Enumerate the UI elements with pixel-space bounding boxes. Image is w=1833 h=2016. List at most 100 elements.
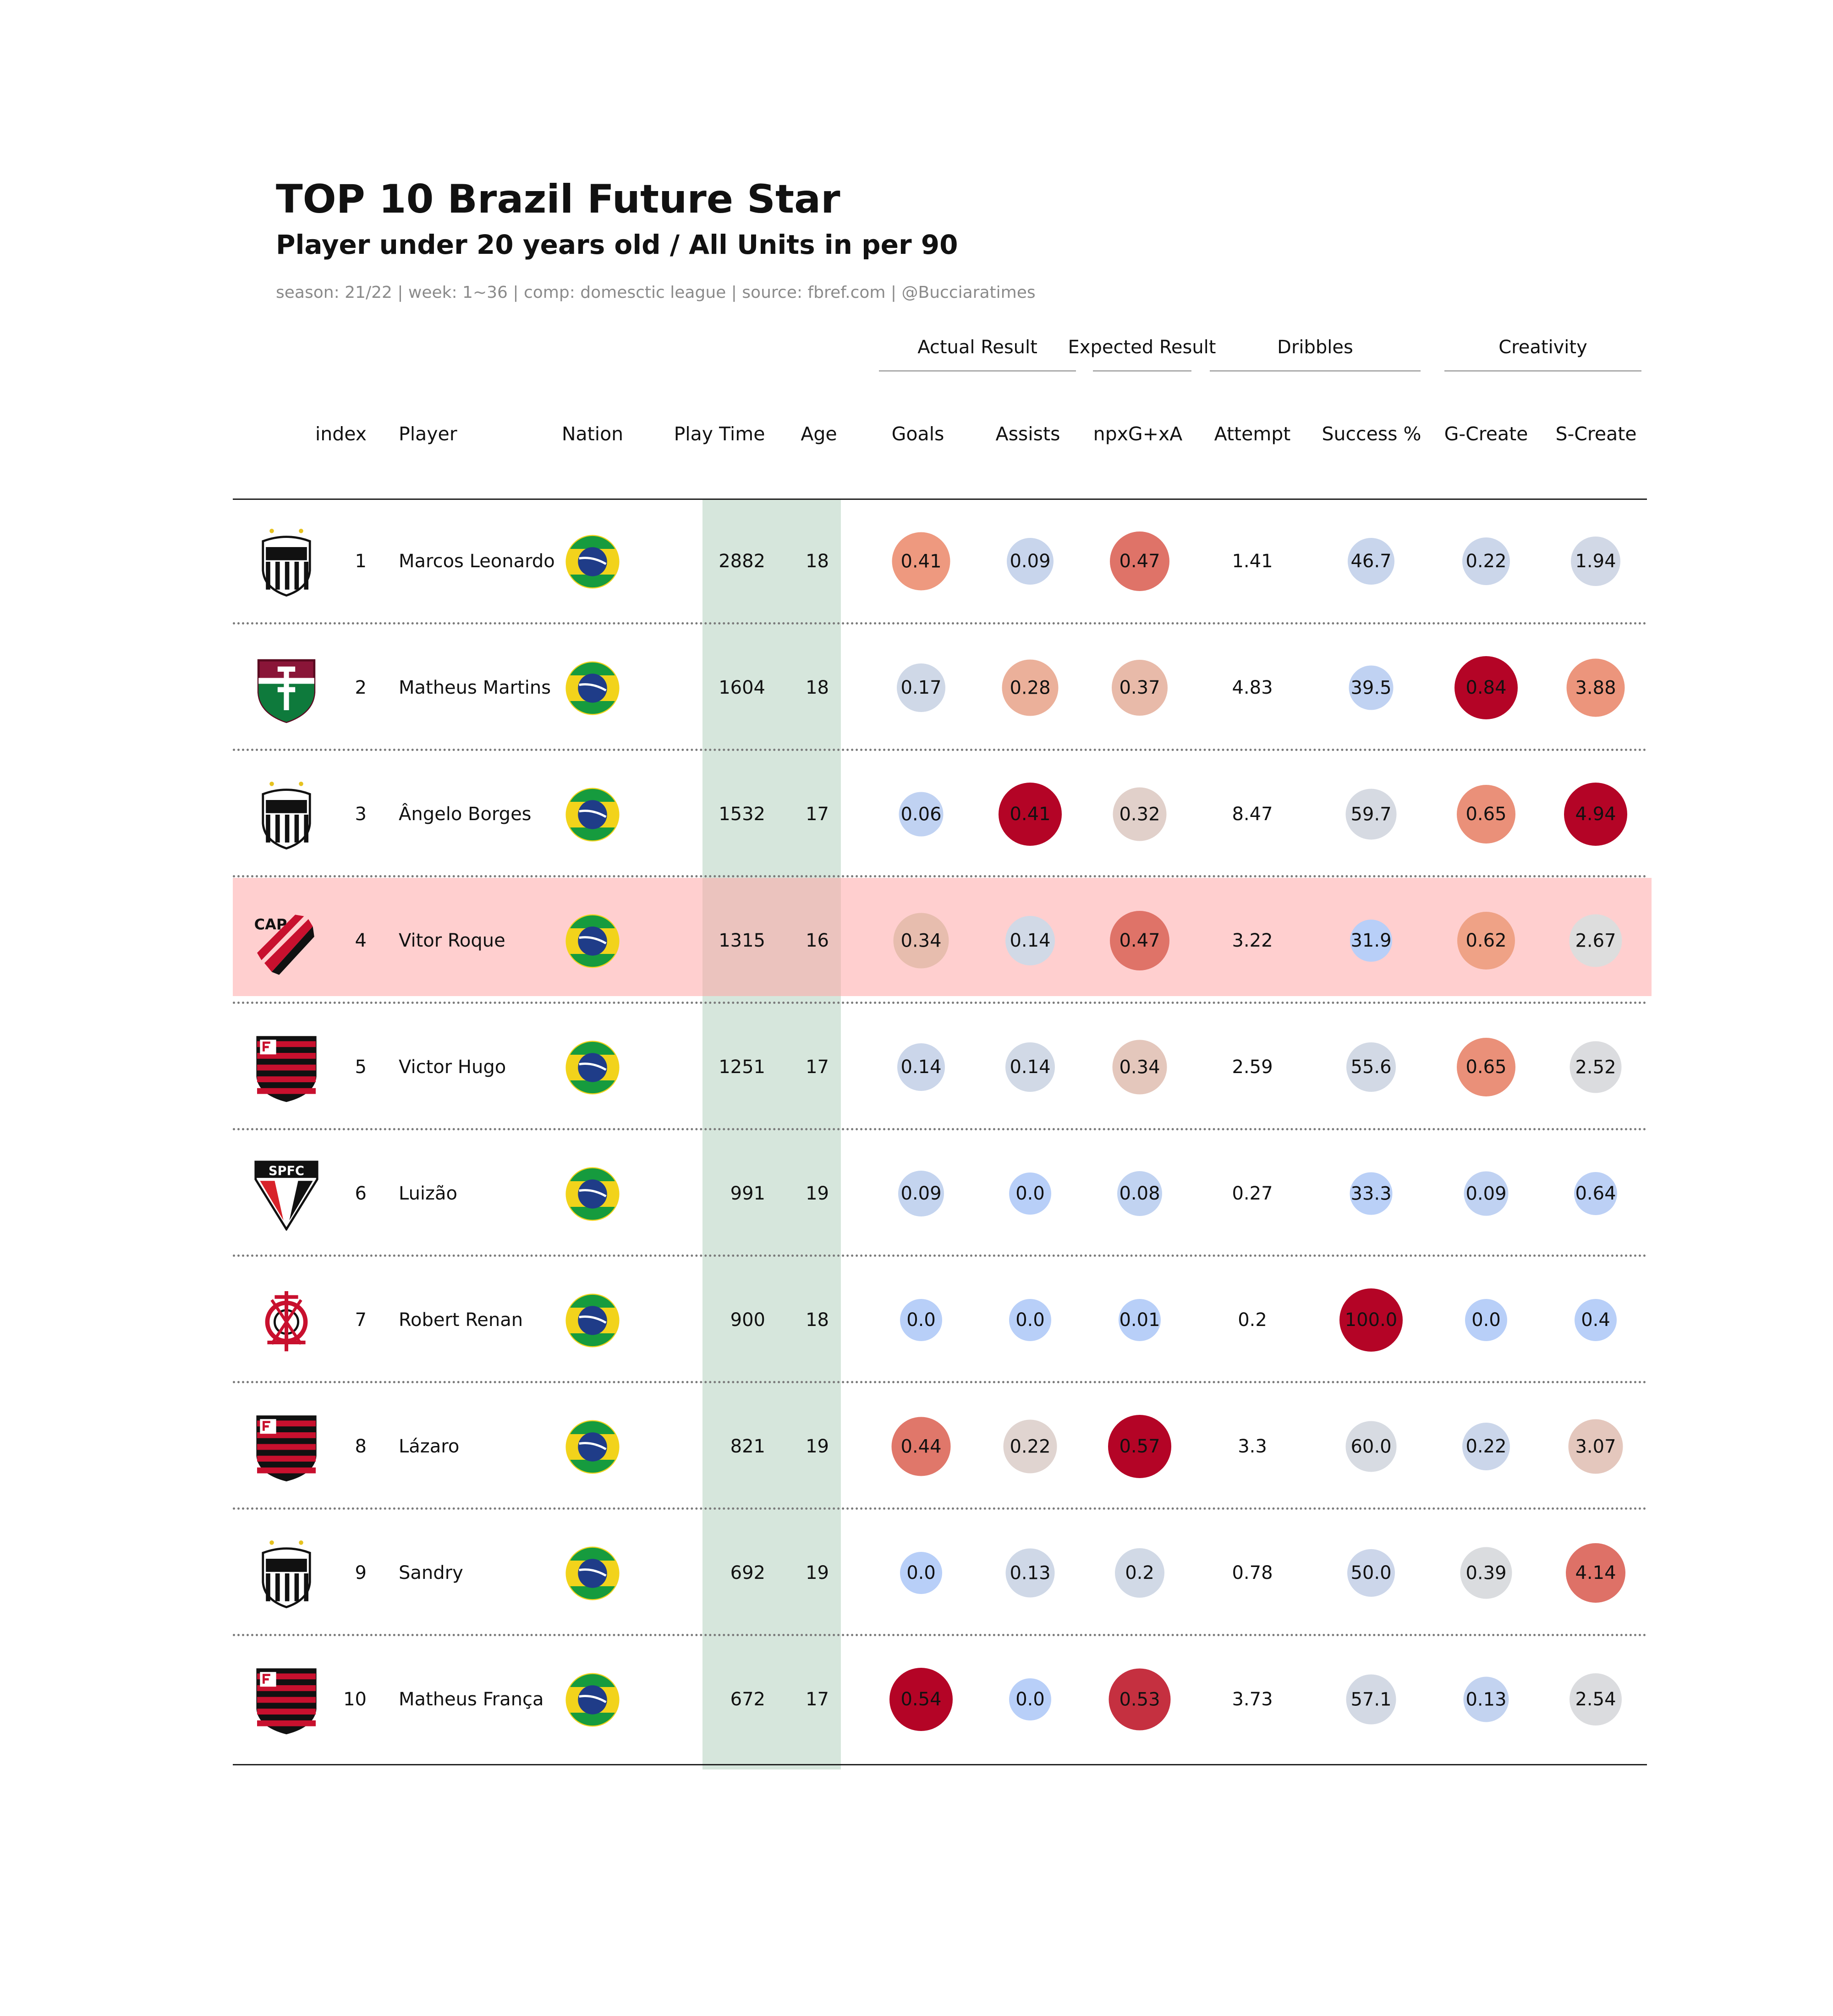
age-value: 18 <box>806 551 829 572</box>
source-note: season: 21/22 | week: 1~36 | comp: domes… <box>276 283 1036 302</box>
table-row: 1 Marcos Leonardo 2882 18 1.41 0.41 0.09 0.47 46… <box>0 499 1833 625</box>
assists-bubble: 0.41 <box>999 783 1062 846</box>
row-index: 6 <box>355 1183 367 1204</box>
screate-bubble: 2.54 <box>1570 1673 1622 1726</box>
row-divider <box>233 1634 1647 1636</box>
npxg-bubble: 0.37 <box>1112 660 1168 716</box>
group-actual-result: Actual Result <box>917 337 1037 358</box>
table-row: 9 Sandry 692 19 0.78 0.0 0.13 0.2 50.0 0.39 4.14 <box>0 1507 1833 1636</box>
row-divider <box>233 1128 1647 1130</box>
screate-bubble: 2.52 <box>1570 1041 1622 1093</box>
corinthians-crest-icon <box>265 1291 308 1352</box>
group-underline-dribbles <box>1210 370 1421 372</box>
goals-bubble: 0.54 <box>889 1668 953 1731</box>
row-index: 1 <box>355 551 367 572</box>
assists-bubble: 0.14 <box>1005 1042 1055 1092</box>
header-s-create: S-Create <box>1555 423 1637 445</box>
age-value: 16 <box>806 930 829 951</box>
age-value: 19 <box>806 1562 829 1583</box>
play-time-value: 692 <box>730 1562 765 1583</box>
group-underline-expected <box>1093 370 1191 372</box>
success-bubble: 50.0 <box>1347 1549 1395 1597</box>
play-time-value: 1532 <box>719 804 765 825</box>
gcreate-bubble: 0.65 <box>1457 785 1515 844</box>
header-goals: Goals <box>891 423 944 445</box>
screate-bubble: 0.64 <box>1574 1172 1617 1215</box>
goals-bubble: 0.41 <box>892 532 950 591</box>
npxg-bubble: 0.53 <box>1109 1668 1171 1731</box>
brazil-flag-icon <box>565 1167 620 1221</box>
header-g-create: G-Create <box>1444 423 1528 445</box>
group-dribbles: Dribbles <box>1277 337 1353 358</box>
svg-text:CAP: CAP <box>254 915 287 933</box>
age-value: 17 <box>806 804 829 825</box>
age-value: 18 <box>806 677 829 698</box>
group-creativity: Creativity <box>1498 337 1587 358</box>
player-name: Victor Hugo <box>399 1057 506 1078</box>
success-bubble: 60.0 <box>1345 1421 1397 1472</box>
table-row: 3 Ângelo Borges 1532 17 8.47 0.06 0.41 0.32 59.7… <box>0 749 1833 877</box>
assists-bubble: 0.0 <box>1009 1678 1051 1720</box>
brazil-flag-icon <box>565 1673 620 1727</box>
assists-bubble: 0.14 <box>1005 916 1055 965</box>
gcreate-bubble: 0.13 <box>1463 1676 1509 1722</box>
success-bubble: 39.5 <box>1349 665 1394 710</box>
row-index: 2 <box>355 677 367 698</box>
row-index: 7 <box>355 1309 367 1331</box>
gcreate-bubble: 0.22 <box>1462 1423 1510 1470</box>
success-bubble: 55.6 <box>1346 1042 1396 1092</box>
npxg-bubble: 0.08 <box>1117 1171 1162 1216</box>
player-name: Matheus Martins <box>399 677 551 698</box>
gcreate-bubble: 0.65 <box>1457 1038 1515 1096</box>
row-index: 8 <box>355 1436 367 1457</box>
row-index: 9 <box>355 1562 367 1583</box>
header-play-time: Play Time <box>674 423 765 445</box>
fluminense-crest-icon <box>257 659 316 723</box>
age-value: 18 <box>806 1309 829 1331</box>
header-attempt: Attempt <box>1214 423 1291 445</box>
flamengo-crest-icon <box>256 1668 317 1735</box>
row-index: 5 <box>355 1057 367 1078</box>
attempt-value: 0.2 <box>1238 1309 1267 1331</box>
npxg-bubble: 0.01 <box>1119 1299 1161 1341</box>
npxg-bubble: 0.32 <box>1113 787 1167 841</box>
group-expected-result: Expected Result <box>1068 337 1216 358</box>
row-divider <box>233 1381 1647 1383</box>
goals-bubble: 0.0 <box>900 1299 942 1341</box>
age-value: 19 <box>806 1436 829 1457</box>
brazil-flag-icon <box>565 788 620 842</box>
header-success: Success % <box>1322 423 1421 445</box>
row-divider <box>233 875 1647 877</box>
play-time-value: 900 <box>730 1309 765 1331</box>
play-time-value: 672 <box>730 1689 765 1710</box>
assists-bubble: 0.0 <box>1009 1299 1051 1341</box>
attempt-value: 3.22 <box>1232 930 1273 951</box>
success-bubble: 31.9 <box>1350 920 1392 962</box>
play-time-column-band <box>702 499 841 1769</box>
age-value: 19 <box>806 1183 829 1204</box>
assists-bubble: 0.28 <box>1002 659 1059 716</box>
header-age: Age <box>801 423 837 445</box>
row-index: 4 <box>355 930 367 951</box>
play-time-value: 2882 <box>719 551 765 572</box>
attempt-value: 0.78 <box>1232 1562 1273 1583</box>
npxg-bubble: 0.57 <box>1108 1415 1171 1478</box>
attempt-value: 2.59 <box>1232 1057 1273 1078</box>
player-name: Matheus França <box>399 1689 544 1710</box>
play-time-value: 1251 <box>719 1057 765 1078</box>
play-time-value: 991 <box>730 1183 765 1204</box>
screate-bubble: 3.88 <box>1566 658 1625 717</box>
row-index: 3 <box>355 804 367 825</box>
screate-bubble: 3.07 <box>1568 1419 1623 1474</box>
row-divider <box>233 749 1647 751</box>
npxg-bubble: 0.2 <box>1115 1548 1164 1598</box>
brazil-flag-icon <box>565 1420 620 1474</box>
chart-subtitle: Player under 20 years old / All Units in… <box>276 229 958 260</box>
santos-crest-icon <box>262 1540 311 1609</box>
group-underline-creativity <box>1444 370 1641 372</box>
chart-title: TOP 10 Brazil Future Star <box>276 176 840 222</box>
table-row: SPFC 6 Luizão 991 19 0.27 0.09 0.0 0.08 33.3 0.09 0… <box>0 1128 1833 1257</box>
gcreate-bubble: 0.09 <box>1464 1171 1509 1216</box>
header-nation: Nation <box>561 423 624 445</box>
